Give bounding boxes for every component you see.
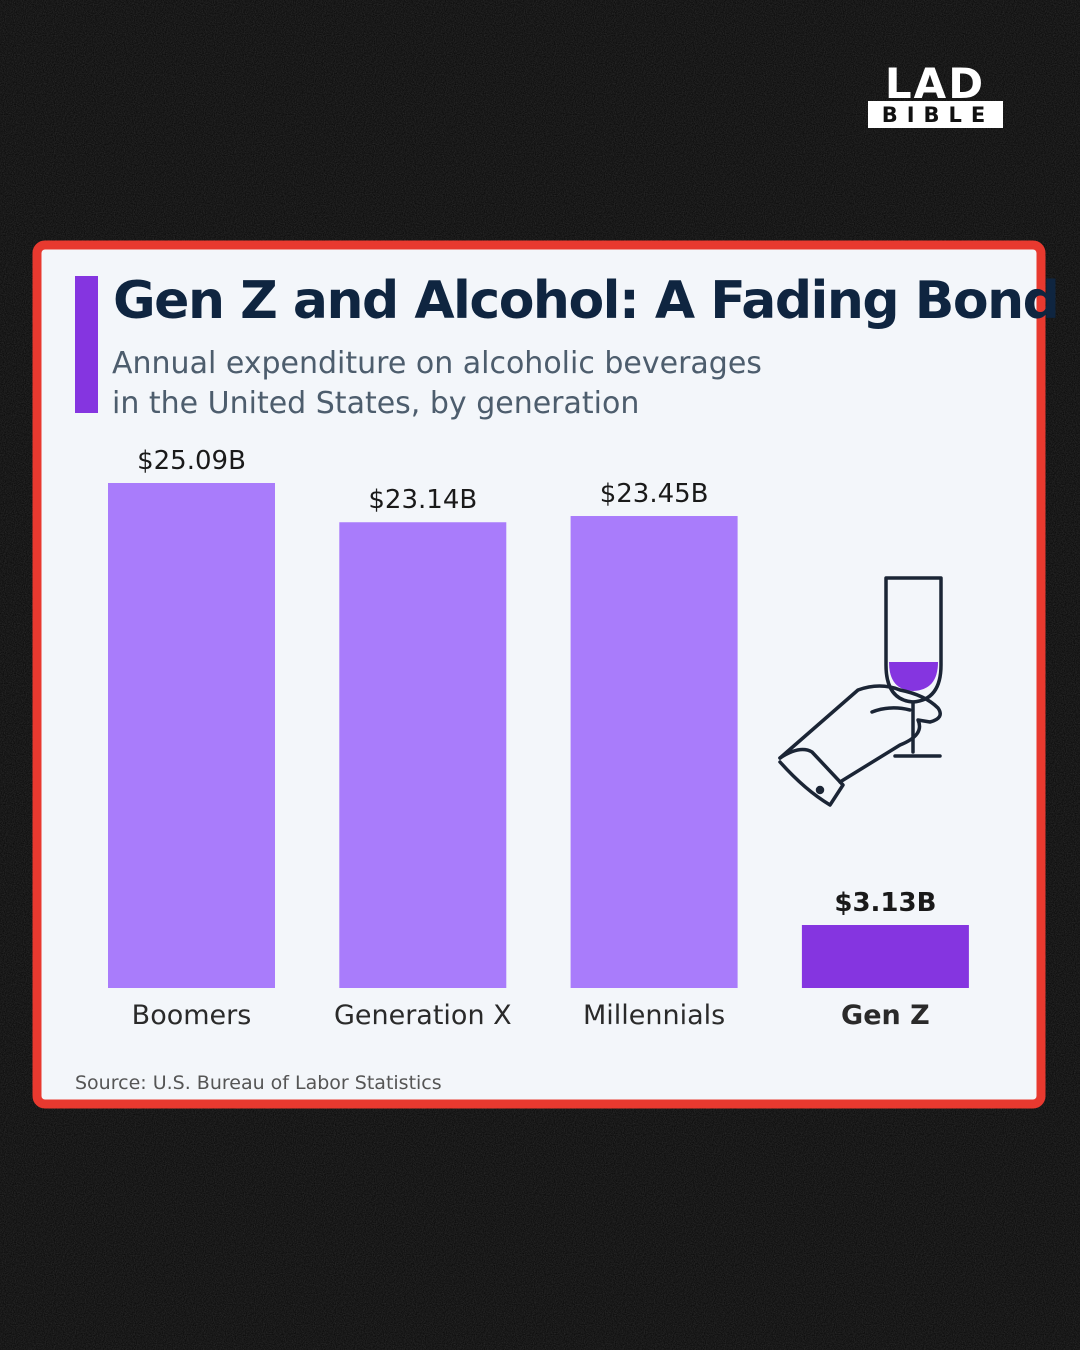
bar [108,483,275,988]
title-accent [75,276,98,413]
x-tick-label: Generation X [334,1000,512,1031]
logo: LAD BIBLE [868,59,1003,128]
card [32,240,1046,1109]
bar [570,516,738,988]
value-label: $25.09B [137,446,246,476]
bar [339,522,507,988]
glass-illustration [778,576,943,807]
x-tick-label: Boomers [132,1000,252,1031]
x-tick-label: Gen Z [841,1000,930,1031]
value-label: $23.14B [368,485,477,515]
chart-subtitle: Annual expenditure on alcoholic beverage… [112,346,762,381]
x-tick-label: Millennials [583,1000,725,1031]
chart-title: Gen Z and Alcohol: A Fading Bond [113,271,1058,331]
source: Source: U.S. Bureau of Labor Statistics [75,1072,442,1094]
value-label: $23.45B [600,479,709,509]
logo-top: LAD [885,59,985,108]
logo-bottom: BIBLE [882,103,995,127]
bar [801,925,969,988]
logo-box [868,101,1003,128]
chart-subtitle: in the United States, by generation [112,386,639,421]
value-label: $3.13B [834,888,936,918]
